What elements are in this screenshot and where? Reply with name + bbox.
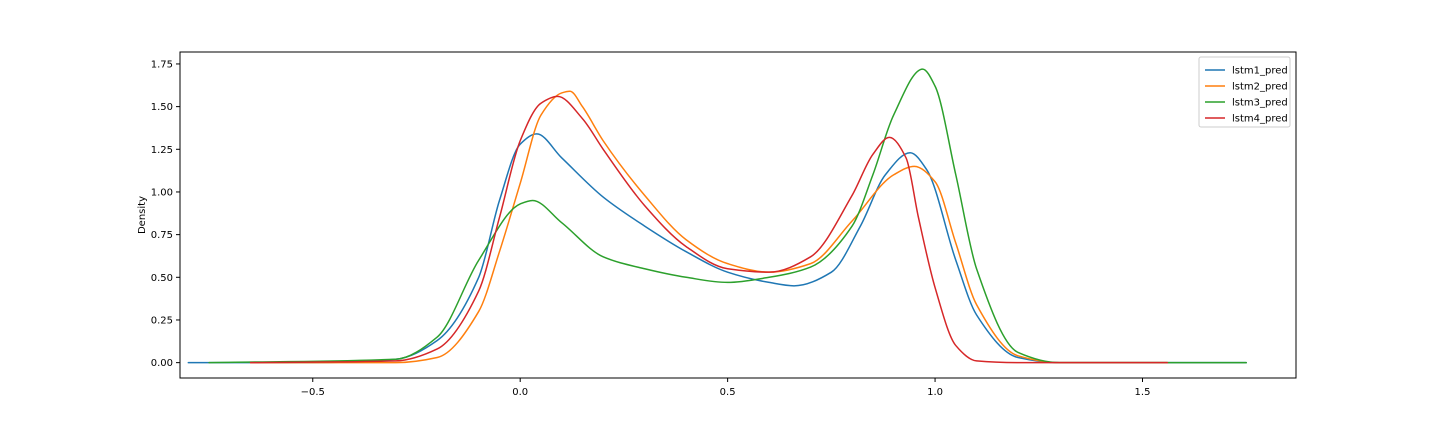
series-lines bbox=[187, 68, 1247, 364]
legend-box bbox=[1198, 56, 1291, 128]
legend-label: lstm2_pred bbox=[1232, 82, 1288, 93]
y-tick-label: 1.25 bbox=[151, 145, 173, 156]
y-tick-label: 0.50 bbox=[151, 273, 173, 284]
x-ticks: −0.5 0.0 0.5 1.0 1.5 bbox=[301, 378, 1151, 398]
y-tick-label: 0.25 bbox=[151, 315, 173, 326]
series-line-lstm1-pred bbox=[187, 133, 1247, 364]
x-tick-label: 0.5 bbox=[720, 387, 736, 398]
plot-frame bbox=[179, 51, 1297, 379]
y-tick-label: 1.00 bbox=[151, 187, 173, 198]
x-tick-label: −0.5 bbox=[301, 387, 325, 398]
legend-label: lstm3_pred bbox=[1232, 98, 1288, 109]
legend-label: lstm1_pred bbox=[1232, 66, 1288, 77]
y-tick-label: 1.75 bbox=[151, 59, 173, 70]
legend: lstm1_pred lstm2_pred lstm3_pred lstm4_pred bbox=[1198, 56, 1291, 128]
legend-label: lstm4_pred bbox=[1232, 114, 1288, 125]
y-tick-label: 1.50 bbox=[151, 102, 173, 113]
y-tick-label: 0.00 bbox=[151, 358, 173, 369]
y-axis-label: Density bbox=[137, 196, 148, 234]
y-ticks: 0.00 0.25 0.50 0.75 1.00 1.25 1.50 1.75 bbox=[151, 59, 180, 369]
y-tick-label: 0.75 bbox=[151, 230, 173, 241]
x-tick-label: 1.5 bbox=[1135, 387, 1151, 398]
series-line-lstm2-pred bbox=[249, 90, 1169, 364]
x-tick-label: 0.0 bbox=[512, 387, 528, 398]
series-line-lstm3-pred bbox=[208, 68, 1247, 364]
series-line-lstm4-pred bbox=[249, 95, 1169, 364]
x-tick-label: 1.0 bbox=[927, 387, 943, 398]
